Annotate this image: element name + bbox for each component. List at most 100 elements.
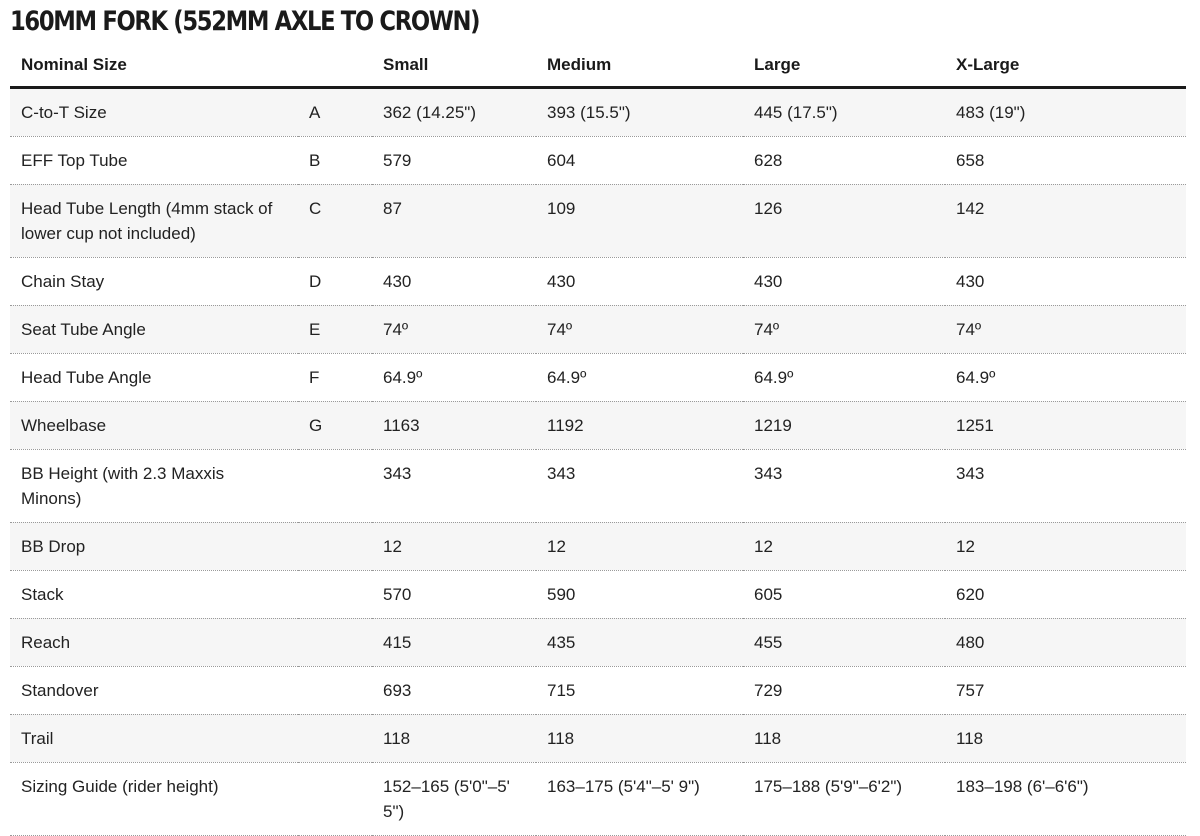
cell-small: 430 (372, 257, 536, 306)
table-row: Trail 118 118 118 118 (10, 714, 1186, 763)
table-row: BB Drop 12 12 12 12 (10, 522, 1186, 571)
cell-medium: 430 (536, 257, 743, 306)
cell-small: 87 (372, 184, 536, 258)
row-letter: F (298, 353, 372, 402)
cell-small: 74º (372, 305, 536, 354)
column-header-nominal-size: Nominal Size (10, 43, 298, 89)
cell-large: 729 (743, 666, 945, 715)
table-row: Head Tube Length (4mm stack of lower cup… (10, 184, 1186, 258)
row-label: Trail (10, 714, 298, 763)
cell-small: 570 (372, 570, 536, 619)
cell-medium: 118 (536, 714, 743, 763)
header-row: Nominal Size Small Medium Large X-Large (10, 43, 1186, 89)
table-row: BB Height (with 2.3 Maxxis Minons) 343 3… (10, 449, 1186, 523)
row-label: Head Tube Angle (10, 353, 298, 402)
row-label: BB Drop (10, 522, 298, 571)
cell-x-large: 343 (945, 449, 1186, 523)
cell-large: 175–188 (5'9"–6'2") (743, 762, 945, 836)
cell-x-large: 183–198 (6'–6'6") (945, 762, 1186, 836)
cell-large: 455 (743, 618, 945, 667)
table-row: Chain Stay D 430 430 430 430 (10, 257, 1186, 306)
cell-x-large: 1251 (945, 401, 1186, 450)
table-row: Reach 415 435 455 480 (10, 618, 1186, 667)
cell-large: 64.9º (743, 353, 945, 402)
row-letter (298, 522, 372, 571)
table-row: Stack 570 590 605 620 (10, 570, 1186, 619)
cell-x-large: 430 (945, 257, 1186, 306)
row-letter: C (298, 184, 372, 258)
row-letter: B (298, 136, 372, 185)
row-letter: D (298, 257, 372, 306)
cell-medium: 163–175 (5'4"–5' 9") (536, 762, 743, 836)
cell-medium: 109 (536, 184, 743, 258)
row-letter: G (298, 401, 372, 450)
row-label: Stack (10, 570, 298, 619)
column-header-letter (298, 43, 372, 89)
row-letter (298, 714, 372, 763)
page-title: 160MM FORK (552MM AXLE TO CROWN) (10, 6, 480, 37)
cell-x-large: 74º (945, 305, 1186, 354)
cell-medium: 590 (536, 570, 743, 619)
row-label: Sizing Guide (rider height) (10, 762, 298, 836)
row-label: Chain Stay (10, 257, 298, 306)
cell-small: 152–165 (5'0"–5' 5") (372, 762, 536, 836)
row-label: C-to-T Size (10, 87, 298, 137)
row-letter (298, 618, 372, 667)
table-row: Seat Tube Angle E 74º 74º 74º 74º (10, 305, 1186, 354)
row-label: Head Tube Length (4mm stack of lower cup… (10, 184, 298, 258)
cell-x-large: 757 (945, 666, 1186, 715)
row-label: EFF Top Tube (10, 136, 298, 185)
row-label: BB Height (with 2.3 Maxxis Minons) (10, 449, 298, 523)
cell-medium: 604 (536, 136, 743, 185)
cell-large: 430 (743, 257, 945, 306)
cell-x-large: 480 (945, 618, 1186, 667)
cell-large: 343 (743, 449, 945, 523)
cell-small: 343 (372, 449, 536, 523)
cell-large: 118 (743, 714, 945, 763)
column-header-small: Small (372, 43, 536, 89)
column-header-medium: Medium (536, 43, 743, 89)
row-label: Wheelbase (10, 401, 298, 450)
cell-small: 12 (372, 522, 536, 571)
column-header-x-large: X-Large (945, 43, 1186, 89)
cell-small: 1163 (372, 401, 536, 450)
cell-large: 445 (17.5") (743, 87, 945, 137)
cell-small: 362 (14.25") (372, 87, 536, 137)
cell-x-large: 12 (945, 522, 1186, 571)
cell-large: 1219 (743, 401, 945, 450)
table-row: Head Tube Angle F 64.9º 64.9º 64.9º 64.9… (10, 353, 1186, 402)
cell-small: 118 (372, 714, 536, 763)
cell-medium: 343 (536, 449, 743, 523)
cell-x-large: 142 (945, 184, 1186, 258)
row-letter: A (298, 87, 372, 137)
table-row: Sizing Guide (rider height) 152–165 (5'0… (10, 762, 1186, 836)
cell-medium: 74º (536, 305, 743, 354)
cell-medium: 12 (536, 522, 743, 571)
cell-large: 74º (743, 305, 945, 354)
row-letter (298, 762, 372, 836)
row-label: Seat Tube Angle (10, 305, 298, 354)
cell-x-large: 658 (945, 136, 1186, 185)
cell-medium: 64.9º (536, 353, 743, 402)
cell-large: 628 (743, 136, 945, 185)
cell-large: 605 (743, 570, 945, 619)
row-letter (298, 666, 372, 715)
table-row: Standover 693 715 729 757 (10, 666, 1186, 715)
cell-small: 64.9º (372, 353, 536, 402)
row-label: Standover (10, 666, 298, 715)
cell-x-large: 483 (19") (945, 87, 1186, 137)
table-row: C-to-T Size A 362 (14.25") 393 (15.5") 4… (10, 87, 1186, 137)
row-label: Reach (10, 618, 298, 667)
cell-x-large: 118 (945, 714, 1186, 763)
cell-medium: 435 (536, 618, 743, 667)
cell-large: 126 (743, 184, 945, 258)
cell-small: 579 (372, 136, 536, 185)
geometry-table: Nominal Size Small Medium Large X-Large … (10, 43, 1186, 836)
table-row: Wheelbase G 1163 1192 1219 1251 (10, 401, 1186, 450)
cell-medium: 1192 (536, 401, 743, 450)
cell-medium: 393 (15.5") (536, 87, 743, 137)
cell-x-large: 620 (945, 570, 1186, 619)
column-header-large: Large (743, 43, 945, 89)
table-row: EFF Top Tube B 579 604 628 658 (10, 136, 1186, 185)
cell-small: 415 (372, 618, 536, 667)
